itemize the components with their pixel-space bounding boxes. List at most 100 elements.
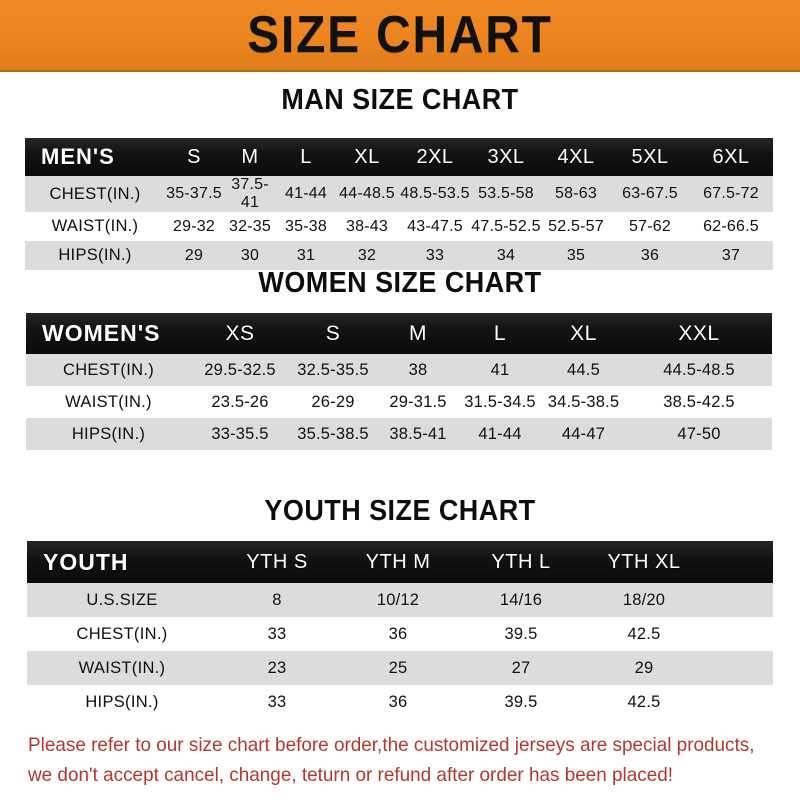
men-cell: 44-48.5 <box>339 185 395 202</box>
table-row: WAIST(IN.) 23 25 27 29 <box>27 651 773 685</box>
youth-cell: 42.5 <box>627 692 661 711</box>
youth-row-label: HIPS(IN.) <box>85 692 159 711</box>
youth-row-label: WAIST(IN.) <box>78 658 166 677</box>
table-row: U.S.SIZE 8 10/12 14/16 18/20 <box>27 583 773 617</box>
men-cell: 43-47.5 <box>407 217 463 235</box>
men-section-title: MAN SIZE CHART <box>281 84 519 116</box>
men-row-label: WAIST(IN.) <box>51 217 139 235</box>
youth-cell: 33 <box>267 624 287 643</box>
women-cell: 44-47 <box>561 424 606 443</box>
youth-cell: 42.5 <box>627 624 661 643</box>
page-title: SIZE CHART <box>247 6 553 64</box>
men-col-header: 2XL <box>416 145 454 168</box>
men-cell: 48.5-53.5 <box>400 185 470 202</box>
youth-cell: 39.5 <box>504 624 538 643</box>
youth-col-header: YTH L <box>491 550 551 573</box>
table-row: CHEST(IN.) 35-37.5 37.5-41 41-44 44-48.5… <box>25 176 773 212</box>
women-col-header: XL <box>570 321 597 345</box>
youth-cell: 33 <box>267 692 287 711</box>
men-cell: 30 <box>240 246 260 264</box>
youth-cell: 36 <box>388 624 408 643</box>
women-cell: 31.5-34.5 <box>464 392 536 411</box>
men-col-header: S <box>187 145 201 168</box>
men-cell: 34 <box>496 246 516 264</box>
women-cell: 44.5-48.5 <box>663 360 735 379</box>
men-cell: 38-43 <box>346 217 388 235</box>
order-policy-note-line2: we don't accept cancel, change, teturn o… <box>28 764 674 786</box>
youth-cell-empty <box>705 617 773 651</box>
youth-cell: 18/20 <box>622 590 666 609</box>
youth-section-title: YOUTH SIZE CHART <box>264 495 536 527</box>
men-cell: 36 <box>640 246 660 264</box>
youth-cell: 25 <box>388 658 408 677</box>
table-row: CHEST(IN.) 33 36 39.5 42.5 <box>27 617 773 651</box>
men-cell: 29 <box>184 246 204 264</box>
men-cell: 62-66.5 <box>703 217 759 235</box>
women-col-header: S <box>325 321 341 345</box>
men-row-label: HIPS(IN.) <box>58 246 132 264</box>
women-cell: 44.5 <box>567 360 600 379</box>
youth-cell: 8 <box>272 590 282 609</box>
men-cell: 41-44 <box>285 185 327 202</box>
women-col-header: M <box>409 321 427 345</box>
men-cell: 35-37.5 <box>166 185 222 202</box>
youth-cell: 39.5 <box>504 692 538 711</box>
women-header-label: WOMEN'S <box>42 320 161 346</box>
men-col-header: M <box>241 145 259 168</box>
men-cell: 35-38 <box>285 217 327 235</box>
men-col-header: 4XL <box>557 145 595 168</box>
youth-col-header: YTH XL <box>607 550 681 573</box>
youth-row-label: CHEST(IN.) <box>76 624 168 643</box>
men-row-label: CHEST(IN.) <box>49 184 141 203</box>
youth-cell: 29 <box>634 658 654 677</box>
men-header-label: MEN'S <box>41 144 115 169</box>
women-cell: 23.5-26 <box>211 392 269 411</box>
men-cell: 57-62 <box>629 217 671 235</box>
youth-cell: 14/16 <box>499 590 543 609</box>
women-cell: 29.5-32.5 <box>204 360 276 379</box>
men-cell: 32 <box>357 246 377 264</box>
men-cell: 63-67.5 <box>622 185 678 202</box>
women-row-label: HIPS(IN.) <box>71 424 146 443</box>
youth-table: YOUTH YTH S YTH M YTH L YTH XL U.S.SIZE … <box>27 541 773 719</box>
youth-cell: 36 <box>388 692 408 711</box>
men-cell: 33 <box>425 246 445 264</box>
men-col-header: 6XL <box>712 145 750 168</box>
youth-cell: 23 <box>267 658 287 677</box>
women-cell: 41 <box>490 360 510 379</box>
youth-col-header: YTH M <box>365 550 431 573</box>
women-cell: 38.5-41 <box>389 424 447 443</box>
women-cell: 35.5-38.5 <box>297 424 369 443</box>
order-policy-note: Please refer to our size chart before or… <box>28 730 757 790</box>
women-cell: 32.5-35.5 <box>297 360 369 379</box>
women-cell: 47-50 <box>677 424 721 443</box>
men-cell: 37.5-41 <box>231 176 269 211</box>
women-row-label: WAIST(IN.) <box>65 392 152 411</box>
youth-cell: 10/12 <box>376 590 420 609</box>
table-row: WAIST(IN.) 23.5-26 26-29 29-31.5 31.5-34… <box>26 386 772 418</box>
women-cell: 26-29 <box>311 392 355 411</box>
men-cell: 52.5-57 <box>548 217 604 235</box>
youth-size-table: YOUTH YTH S YTH M YTH L YTH XL U.S.SIZE … <box>27 541 773 719</box>
women-cell: 33-35.5 <box>211 424 269 443</box>
men-cell: 29-32 <box>173 217 215 235</box>
men-cell: 47.5-52.5 <box>471 217 541 235</box>
table-row: HIPS(IN.) 33-35.5 35.5-38.5 38.5-41 41-4… <box>26 418 772 450</box>
women-row-label: CHEST(IN.) <box>63 360 154 379</box>
women-cell: 38.5-42.5 <box>663 392 735 411</box>
youth-col-header: YTH S <box>246 550 308 573</box>
table-row: WAIST(IN.) 29-32 32-35 35-38 38-43 43-47… <box>25 212 773 241</box>
men-col-header: 5XL <box>631 145 669 168</box>
women-cell: 34.5-38.5 <box>547 392 620 411</box>
youth-cell: 27 <box>511 658 531 677</box>
men-header-row: MEN'S S M L XL 2XL 3XL 4XL 5XL 6XL <box>25 138 773 176</box>
women-col-header: XXL <box>678 321 720 345</box>
page-banner: SIZE CHART <box>0 0 800 72</box>
youth-cell-empty <box>705 651 773 685</box>
men-cell: 31 <box>296 246 316 264</box>
table-row: HIPS(IN.) 33 36 39.5 42.5 <box>27 685 773 719</box>
men-col-header: XL <box>354 145 380 168</box>
men-cell: 32-35 <box>229 217 271 235</box>
youth-col-header-empty <box>705 541 773 583</box>
